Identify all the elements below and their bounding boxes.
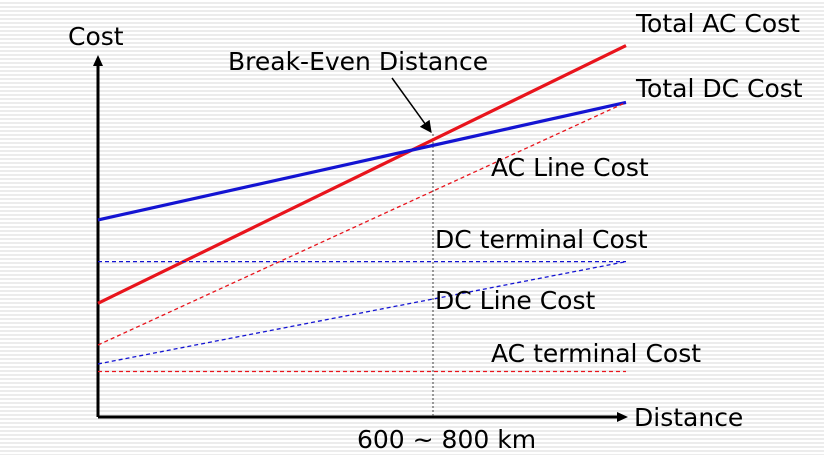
break-even-label: Break-Even Distance (228, 47, 488, 76)
x-axis-label: Distance (634, 403, 743, 432)
series-layer (97, 44, 627, 373)
series-line-total-dc-cost (97, 100, 627, 222)
y-axis-arrow-icon (93, 55, 103, 66)
series-line-dc-line-cost (97, 260, 627, 365)
y-axis-label: Cost (68, 22, 124, 51)
break-even-x-label: 600 ~ 800 km (357, 425, 536, 454)
series-label-dc-line-cost: DC Line Cost (435, 286, 595, 315)
series-label-total-ac-cost: Total AC Cost (635, 9, 800, 38)
series-label-dc-terminal-cost: DC terminal Cost (435, 225, 648, 254)
series-label-ac-terminal-cost: AC terminal Cost (491, 339, 701, 368)
series-label-total-dc-cost: Total DC Cost (635, 74, 803, 103)
series-label-ac-line-cost: AC Line Cost (491, 153, 649, 182)
break-even-pointer-arrow (391, 77, 432, 133)
series-line-ac-line-cost (97, 101, 627, 346)
x-axis-arrow-icon (617, 412, 628, 422)
series-line-total-ac-cost (97, 44, 627, 305)
